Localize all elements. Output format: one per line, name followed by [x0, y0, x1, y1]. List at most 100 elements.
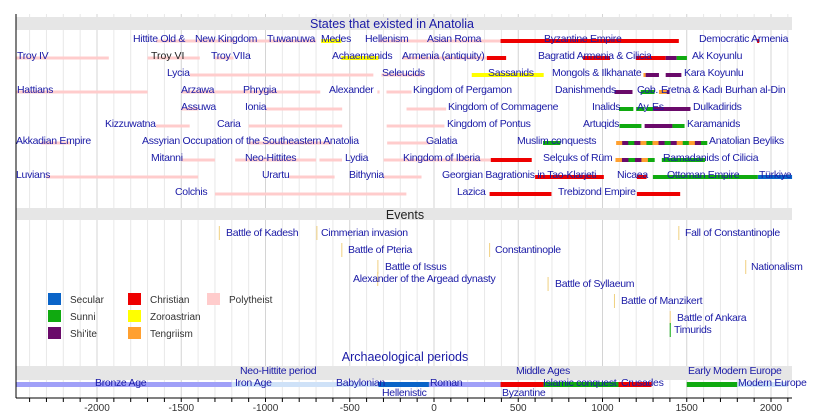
axis-tick-label: 500	[510, 403, 527, 413]
state-label-arzawa: Arzawa	[181, 84, 215, 96]
state-label-mitanni: Mitanni	[151, 152, 183, 164]
legend: Secular Sunni Shi'ite Christian Zoroastrian T…	[48, 293, 273, 340]
period-label-crusades: Crusades	[621, 377, 664, 389]
events-header-band	[16, 208, 792, 220]
period-bar-byzantine	[500, 382, 544, 387]
state-label-kingdom-of-commagene: Kingdom of Commagene	[448, 101, 559, 113]
state-bar-eretna-kad-burhan-al-din	[658, 90, 667, 94]
state-bar-segment	[645, 73, 659, 77]
state-label-assyrian-occupation-of-the-southeastern-anatolia: Assyrian Occupation of the Southeastern …	[142, 135, 359, 147]
state-label-sel-uks-of-r-m: Selçuks of Rüm	[543, 152, 613, 164]
period-label-modern-europe: Modern Europe	[738, 377, 807, 389]
legend-swatch-tengriism	[128, 327, 141, 339]
periods-section-title: Archaeological periods	[342, 350, 468, 364]
state-bar-bagratid-armenia-cilicia	[583, 56, 611, 60]
state-bar-nicaea	[636, 175, 647, 179]
state-bar-anatolian-beyliks	[664, 141, 671, 145]
state-label-seleucids: Seleucids	[382, 67, 425, 79]
state-label-muslim-conquests: Muslim conquests	[517, 135, 596, 147]
state-label-lycia: Lycia	[167, 67, 190, 79]
state-bar-alexander	[377, 90, 380, 94]
state-lane: Akkadian Empire Assyrian Occupation of th…	[16, 135, 784, 147]
state-bar-sel-uks-of-r-m	[647, 158, 655, 162]
state-bar-urartu	[289, 175, 335, 179]
state-label-danishmends: Danishmends	[555, 84, 616, 96]
legend-swatch-christian	[128, 293, 141, 305]
state-bar-lycia	[189, 73, 374, 77]
state-bar-anatolian-beyliks	[646, 141, 653, 145]
state-label-asian-roma: Asian Roma	[427, 33, 482, 45]
events-group: Battle of Kadesh Cimmerian invasion Battle…	[218, 226, 803, 337]
state-bar-hattians	[16, 90, 148, 94]
state-bar-kizzuwatna	[155, 124, 190, 128]
state-bar-galatia	[387, 141, 430, 145]
state-label-t-rkiye: Türkiye	[759, 169, 792, 181]
event-label-nationalism: Nationalism	[751, 261, 803, 273]
legend-label-shiite: Shi'ite	[70, 329, 97, 340]
legend-label-polytheist: Polytheist	[229, 295, 273, 306]
state-bar-luvians	[46, 175, 199, 179]
state-label-ay: Ay	[637, 101, 650, 113]
state-label-ramadanids-of-cilicia: Ramadanids of Cilicia	[663, 152, 759, 164]
axis-tick-label: -1000	[253, 403, 279, 413]
event-label-battle-of-kadesh: Battle of Kadesh	[226, 227, 299, 239]
state-label-luvians: Luvians	[16, 169, 50, 181]
legend-label-secular: Secular	[70, 295, 105, 306]
state-bar-artuqids	[619, 124, 642, 128]
state-label-galatia: Galatia	[426, 135, 458, 147]
state-label-hattians: Hattians	[17, 84, 53, 96]
state-bar-sel-uks-of-r-m	[641, 158, 649, 162]
event-label-battle-of-ankara: Battle of Ankara	[677, 312, 747, 324]
states-lanes: Hittite Old & New Kingdom Tuwanuwa Medes Hel…	[16, 33, 792, 198]
state-label-troy-iv: Troy IV	[17, 50, 49, 62]
state-bar-tuwanuwa	[248, 39, 317, 43]
state-bar-anatolian-beyliks	[676, 141, 684, 145]
state-bar-troy-iv	[16, 56, 109, 60]
state-bar-es	[646, 107, 654, 111]
state-bar-phrygia	[231, 90, 321, 94]
state-bar-anatolian-beyliks	[652, 141, 659, 145]
period-label-middle-ages: Middle Ages	[516, 365, 570, 377]
state-label-artuqids: Artuqids	[583, 118, 619, 130]
state-label-new-kingdom: New Kingdom	[195, 33, 258, 45]
events-section-title: Events	[386, 208, 424, 222]
x-axis: -2000 -1500 -1000 -500 0 500 1000 1500 2000	[16, 397, 792, 413]
state-label-georgian-bagrationis-in-tao-klarjeti: Georgian Bagrationis in Tao-Klarjeti	[442, 169, 596, 181]
state-bar-byzantine-empire	[500, 39, 679, 43]
legend-label-sunni: Sunni	[70, 312, 96, 323]
state-bar-anatolian-beyliks	[658, 141, 665, 145]
state-label-troy-viia: Troy VIIa	[211, 50, 251, 62]
axis-tick-label: 1500	[676, 403, 699, 413]
state-label-mongols-ilkhanate: Mongols & Ilkhanate	[552, 67, 642, 79]
state-label-kizzuwatna: Kizzuwatna	[105, 118, 156, 130]
event-label-battle-of-syllaeum: Battle of Syllaeum	[555, 278, 635, 290]
period-label-babylonian: Babylonian	[336, 377, 385, 389]
state-bar-seleucids	[381, 73, 424, 77]
state-label-kara-koyunlu: Kara Koyunlu	[684, 67, 744, 79]
legend-swatch-shiite	[48, 327, 61, 339]
axis-tick-label: -1500	[168, 403, 194, 413]
state-label-assuwa: Assuwa	[181, 101, 216, 113]
state-bar-ramadanids-of-cilicia	[661, 158, 705, 162]
state-label-kingdom-of-iberia: Kingdom of Iberia	[403, 152, 481, 164]
state-label-karamanids: Karamanids	[687, 118, 740, 130]
state-bar-kingdom-of-iberia	[383, 158, 491, 162]
state-bar-sassanids	[471, 73, 544, 77]
state-bar-kingdom-of-commagene	[406, 107, 447, 111]
state-label-kingdom-of-pergamon: Kingdom of Pergamon	[413, 84, 512, 96]
period-bar-iron-age	[231, 382, 342, 387]
legend-swatch-secular	[48, 293, 61, 305]
state-label-sassanids: Sassanids	[488, 67, 534, 79]
state-bar-troy-viia	[214, 56, 234, 60]
axis-tick-label: 2000	[760, 403, 783, 413]
state-bar-sel-uks-of-r-m	[634, 158, 642, 162]
period-label-neo-hittite-period: Neo-Hittite period	[240, 365, 317, 377]
period-label-early-modern-europe: Early Modern Europe	[688, 365, 782, 377]
state-label-trebizond-empire: Trebizond Empire	[558, 186, 636, 198]
state-bar-assuwa	[181, 107, 199, 111]
period-label-iron-age: Iron Age	[235, 377, 272, 389]
state-lane: Assuwa Ionia Kingdom of Commagene Inalids Ay…	[181, 101, 742, 113]
state-label-achaemenids: Achaemenids	[332, 50, 392, 62]
state-lane: Lycia Seleucids Sassanids Mongols & Ilkhana…	[167, 67, 744, 79]
state-bar-ionia	[265, 107, 343, 111]
